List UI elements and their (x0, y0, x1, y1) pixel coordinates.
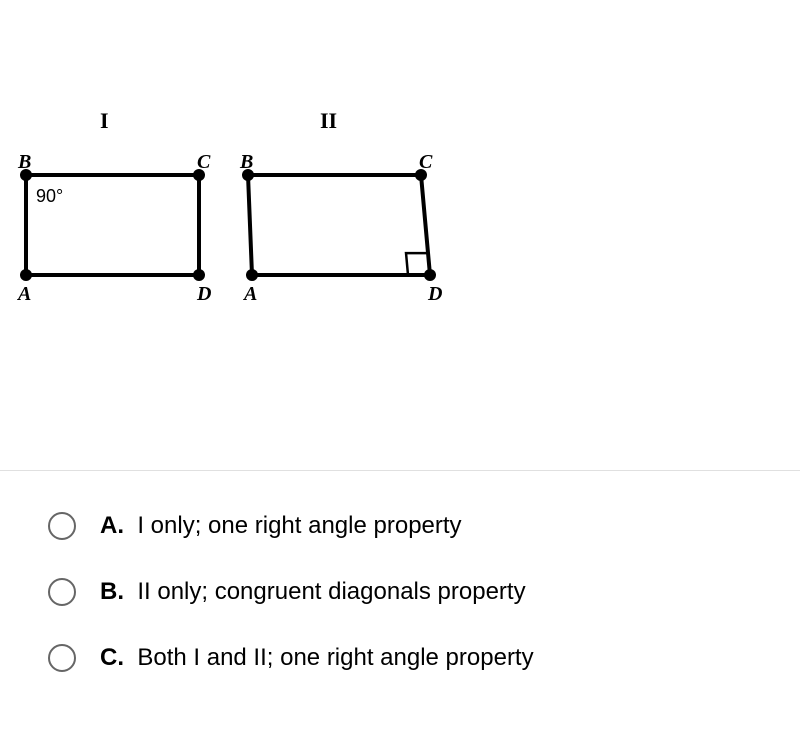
vertex-label-I-D: D (197, 283, 211, 306)
shape-II-roman-label: II (320, 108, 337, 134)
answer-row-B[interactable]: B. II only; congruent diagonals property (48, 578, 534, 606)
vertex-label-II-B: B (240, 151, 253, 174)
answer-text-A: A. I only; one right angle property (100, 512, 462, 540)
answer-choices: A. I only; one right angle property B. I… (48, 512, 534, 710)
vertex-label-II-A: A (244, 283, 257, 306)
answer-body: I only; one right angle property (137, 512, 461, 539)
answer-letter: B. (100, 578, 124, 605)
vertex-label-I-C: C (197, 151, 210, 174)
radio-icon[interactable] (48, 578, 76, 606)
vertex-label-II-D: D (428, 283, 442, 306)
radio-icon[interactable] (48, 644, 76, 672)
geometry-diagram: I II B C D A B C D A 90° (0, 0, 800, 470)
answer-body: II only; congruent diagonals property (137, 578, 525, 605)
shape-II-polygon (248, 175, 430, 275)
right-angle-marker (406, 253, 428, 275)
answer-text-C: C. Both I and II; one right angle proper… (100, 644, 534, 672)
answer-letter: A. (100, 512, 124, 539)
divider (0, 470, 800, 471)
angle-90-label: 90° (36, 186, 63, 207)
answer-body: Both I and II; one right angle property (137, 644, 533, 671)
shape-I-roman-label: I (100, 108, 109, 134)
answer-text-B: B. II only; congruent diagonals property (100, 578, 526, 606)
radio-icon[interactable] (48, 512, 76, 540)
diagram-svg (0, 0, 800, 470)
answer-row-C[interactable]: C. Both I and II; one right angle proper… (48, 644, 534, 672)
vertex-label-I-A: A (18, 283, 31, 306)
vertex-label-I-B: B (18, 151, 31, 174)
answer-row-A[interactable]: A. I only; one right angle property (48, 512, 534, 540)
vertex-label-II-C: C (419, 151, 432, 174)
answer-letter: C. (100, 644, 124, 671)
